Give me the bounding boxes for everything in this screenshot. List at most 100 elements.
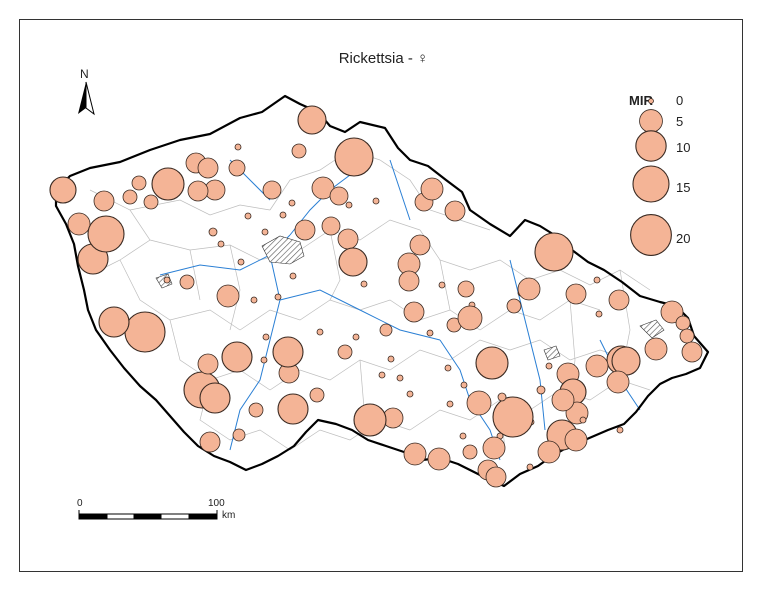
- mir-circle: [309, 387, 325, 403]
- legend-label-20: 20: [676, 231, 691, 246]
- mir-circle: [360, 280, 368, 288]
- mir-circles: [49, 105, 703, 488]
- mir-circle: [457, 280, 475, 298]
- legend-circle-5: [639, 109, 663, 133]
- mir-circle: [217, 240, 225, 248]
- mir-circle: [329, 186, 349, 206]
- scale-bar: [78, 510, 218, 520]
- legend-circle-10: [635, 130, 667, 162]
- mir-circle: [67, 212, 91, 236]
- mir-circle: [262, 333, 270, 341]
- mir-circle: [248, 402, 264, 418]
- mir-circle: [232, 428, 246, 442]
- mir-circle: [131, 175, 147, 191]
- legend-circle-0: [648, 98, 654, 104]
- mir-circle: [565, 283, 587, 305]
- mir-circle: [237, 258, 245, 266]
- mir-circle: [444, 200, 466, 222]
- mir-circle: [279, 211, 287, 219]
- mir-circle: [353, 403, 387, 437]
- mir-circle: [497, 392, 507, 402]
- mir-circle: [337, 344, 353, 360]
- mir-circle: [311, 176, 335, 200]
- mir-circle: [406, 390, 414, 398]
- mir-circle: [197, 157, 219, 179]
- city-ostrava: [639, 319, 665, 339]
- mir-circle: [564, 428, 588, 452]
- mir-circle: [460, 381, 468, 389]
- scale-label-100: 100: [208, 498, 225, 509]
- mir-circle: [551, 388, 575, 412]
- mir-circle: [675, 315, 691, 331]
- mir-circle: [426, 329, 434, 337]
- mir-circle: [199, 382, 231, 414]
- mir-circle: [244, 212, 252, 220]
- mir-circle: [288, 199, 296, 207]
- mir-circle: [372, 197, 380, 205]
- mir-circle: [261, 228, 269, 236]
- mir-circle: [262, 180, 282, 200]
- mir-circle: [199, 431, 221, 453]
- mir-circle: [398, 270, 420, 292]
- mir-circle: [297, 105, 327, 135]
- mir-circle: [208, 227, 218, 237]
- mir-circle: [462, 444, 478, 460]
- mir-circle: [272, 336, 304, 368]
- mir-circle: [338, 247, 368, 277]
- legend-circle-15: [632, 165, 670, 203]
- legend-circle-20: [630, 214, 672, 256]
- district-boundaries: [89, 149, 651, 451]
- mir-circle: [274, 293, 282, 301]
- mir-circle: [644, 337, 668, 361]
- north-arrow-icon: [78, 81, 95, 116]
- mir-circle: [379, 323, 393, 337]
- mir-circle: [337, 228, 359, 250]
- mir-circle: [466, 390, 492, 416]
- mir-circle: [289, 272, 297, 280]
- map-frame: [19, 19, 743, 572]
- mir-circle: [93, 190, 115, 212]
- mir-circle: [316, 328, 324, 336]
- mir-circle: [49, 176, 77, 204]
- mir-circle: [409, 234, 431, 256]
- country-border: [54, 94, 710, 488]
- mir-circle: [534, 232, 574, 272]
- mir-circle: [396, 374, 404, 382]
- mir-circle: [536, 385, 546, 395]
- mir-circle: [446, 400, 454, 408]
- mir-circle: [537, 440, 561, 464]
- mir-circle: [151, 167, 185, 201]
- mir-circle: [403, 301, 425, 323]
- north-label: N: [80, 67, 89, 81]
- mir-circle: [492, 396, 534, 438]
- mir-circle: [387, 355, 395, 363]
- mir-circle: [526, 463, 534, 471]
- mir-circle: [122, 189, 138, 205]
- mir-circle: [98, 306, 130, 338]
- mir-circle: [294, 219, 316, 241]
- legend-label-5: 5: [676, 114, 684, 129]
- mir-circle: [334, 137, 374, 177]
- mir-circle: [427, 447, 451, 471]
- mir-circle: [163, 276, 171, 284]
- mir-circle: [420, 177, 444, 201]
- mir-circle: [660, 300, 684, 324]
- mir-circle: [608, 289, 630, 311]
- mir-circle: [87, 215, 125, 253]
- mir-circle: [457, 305, 483, 331]
- mir-circle: [234, 143, 242, 151]
- mir-circle: [216, 284, 240, 308]
- mir-circle: [459, 432, 467, 440]
- mir-circle: [352, 333, 360, 341]
- city-olomouc: [543, 345, 561, 361]
- mir-circle: [197, 353, 219, 375]
- mir-circle: [475, 346, 509, 380]
- scale-label-0: 0: [77, 498, 83, 509]
- mir-circle: [482, 436, 506, 460]
- legend-label-10: 10: [676, 140, 691, 155]
- mir-circle: [291, 143, 307, 159]
- mir-circle: [681, 341, 703, 363]
- mir-circle: [679, 328, 695, 344]
- mir-circle: [179, 274, 195, 290]
